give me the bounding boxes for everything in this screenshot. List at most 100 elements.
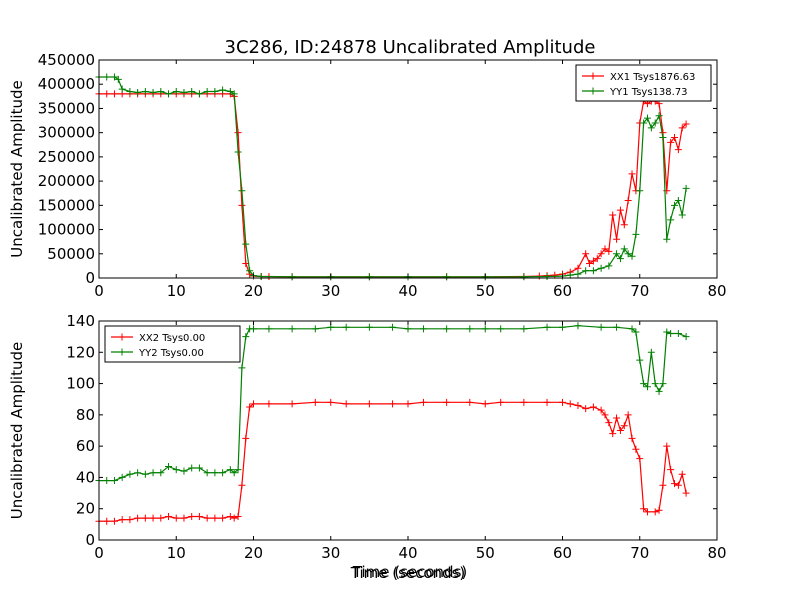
top-ytick-label-8: 400000 xyxy=(38,75,95,93)
bottom-series-0-point-61 xyxy=(667,466,675,474)
top-series-0-point-1 xyxy=(103,90,111,98)
bottom-xtick-label-7: 70 xyxy=(630,544,649,562)
top-series-0-point-50 xyxy=(624,196,632,204)
top-series-1-point-2 xyxy=(110,73,118,81)
top-series-0-point-41 xyxy=(589,257,597,265)
top-series-0-point-45 xyxy=(605,247,613,255)
bottom-series-0-point-51 xyxy=(624,411,632,419)
bottom-series-0-point-25 xyxy=(288,400,296,408)
bottom-series-0-point-29 xyxy=(365,400,373,408)
bottom-series-1-point-36 xyxy=(497,325,505,333)
bottom-series-0-point-8 xyxy=(157,514,165,522)
bottom-xtick-label-6: 60 xyxy=(553,544,572,562)
bottom-xtick-label-8: 80 xyxy=(707,544,726,562)
bottom-series-0-point-19 xyxy=(234,513,242,521)
top-series-0-point-49 xyxy=(620,221,628,229)
bottom-series-1-point-45 xyxy=(636,356,644,364)
top-series-1-point-41 xyxy=(613,250,621,258)
top-series-1-point-51 xyxy=(651,119,659,127)
top-series-1-point-53 xyxy=(659,134,667,142)
top-series-1-point-20 xyxy=(234,148,242,156)
bottom-series-0-point-44 xyxy=(597,406,605,414)
top-amplitude-plot: 0 10 20 30 40 50 60 70 80 0 50000 100000 150000 20000… xyxy=(8,51,727,300)
bottom-series-0-point-20 xyxy=(238,481,246,489)
bottom-legend-marker-1 xyxy=(118,348,126,356)
top-series-0-point-51 xyxy=(628,170,636,178)
top-legend-box xyxy=(575,64,712,102)
top-series-1-point-49 xyxy=(643,114,651,122)
bottom-ytick-label-0: 0 xyxy=(85,531,95,549)
bottom-series-0-point-18 xyxy=(230,514,238,522)
top-series-1-point-3 xyxy=(114,75,122,83)
bottom-series-0-point-35 xyxy=(481,400,489,408)
top-series-1-point-25 xyxy=(257,273,265,281)
bottom-series-0-point-28 xyxy=(342,400,350,408)
top-series-1-point-48 xyxy=(640,119,648,127)
bottom-series-0-point-21 xyxy=(242,434,250,442)
bottom-series-1-point-17 xyxy=(226,466,234,474)
top-series-1-point-47 xyxy=(636,187,644,195)
top-legend-label-0: XX1 Tsys1876.63 xyxy=(610,72,695,83)
top-series-1-point-22 xyxy=(242,240,250,248)
bottom-series-1-point-50 xyxy=(655,387,663,395)
top-xtick-label-3: 30 xyxy=(321,282,340,300)
bottom-series-0-point-59 xyxy=(659,481,667,489)
bottom-xtick-label-2: 20 xyxy=(244,544,263,562)
bottom-series-1-point-2 xyxy=(110,477,118,485)
top-series-0-point-48 xyxy=(616,206,624,214)
bottom-series-1-point-54 xyxy=(674,330,682,338)
bottom-legend-label-0: XX2 Tsys0.00 xyxy=(139,333,205,344)
bottom-series-0-point-15 xyxy=(211,514,219,522)
bottom-series-0-point-34 xyxy=(466,398,474,406)
top-xtick-label-0: 0 xyxy=(94,282,104,300)
bottom-series-1-point-48 xyxy=(647,348,655,356)
top-series-1-point-43 xyxy=(620,245,628,253)
top-series-1-point-38 xyxy=(589,267,597,275)
bottom-series-0-point-38 xyxy=(543,398,551,406)
bottom-series-0-point-36 xyxy=(497,398,505,406)
bottom-legend-box xyxy=(104,325,241,363)
top-series-1-point-11 xyxy=(172,87,180,95)
bottom-series-0-point-22 xyxy=(246,403,254,411)
top-plot-legend: XX1 Tsys1876.63 YY1 Tsys138.73 xyxy=(575,64,712,102)
bottom-series-0-point-12 xyxy=(188,513,196,521)
bottom-series-1-point-21 xyxy=(242,333,250,341)
bottom-series-0-point-41 xyxy=(574,401,582,409)
bottom-series-0-point-62 xyxy=(671,480,679,488)
top-series-1-point-9 xyxy=(157,87,165,95)
bottom-ylabel: Uncalibrated Amplitude xyxy=(8,342,26,519)
bottom-plot-series xyxy=(95,322,690,525)
top-series-1-point-4 xyxy=(118,85,126,93)
top-series-1-point-33 xyxy=(543,273,551,281)
bottom-series-1-point-5 xyxy=(134,469,142,477)
bottom-series-1-point-28 xyxy=(342,323,350,331)
top-series-1-point-28 xyxy=(365,273,373,281)
top-series-1-point-14 xyxy=(195,90,203,98)
bottom-series-1-point-44 xyxy=(632,328,640,336)
top-series-0-point-62 xyxy=(671,134,679,142)
top-legend-marker-0 xyxy=(589,72,597,80)
top-series-0-point-42 xyxy=(593,255,601,263)
bottom-series-1 xyxy=(95,322,690,485)
top-series-1-point-12 xyxy=(180,88,188,96)
top-series-1-point-57 xyxy=(674,196,682,204)
bottom-series-1-point-23 xyxy=(250,325,257,333)
top-series-0-point-43 xyxy=(597,250,605,258)
bottom-series-1-point-51 xyxy=(659,380,667,388)
bottom-series-0-point-13 xyxy=(195,513,203,521)
bottom-series-0 xyxy=(95,398,690,525)
bottom-series-0-point-56 xyxy=(643,508,651,516)
top-series-0-point-2 xyxy=(110,90,118,98)
bottom-series-1-point-9 xyxy=(165,462,173,470)
top-series-1-point-1 xyxy=(103,73,111,81)
top-series-1-point-36 xyxy=(574,270,582,278)
bottom-series-0-point-33 xyxy=(443,398,451,406)
bottom-series-0-point-4 xyxy=(126,516,134,524)
bottom-series-1-point-13 xyxy=(195,464,203,472)
bottom-series-0-point-16 xyxy=(219,514,227,522)
top-xtick-label-2: 20 xyxy=(244,282,263,300)
top-series-0-point-35 xyxy=(551,271,559,279)
bottom-series-0-point-26 xyxy=(311,398,319,406)
bottom-series-0-point-54 xyxy=(636,455,644,463)
bottom-series-1-point-32 xyxy=(419,325,427,333)
